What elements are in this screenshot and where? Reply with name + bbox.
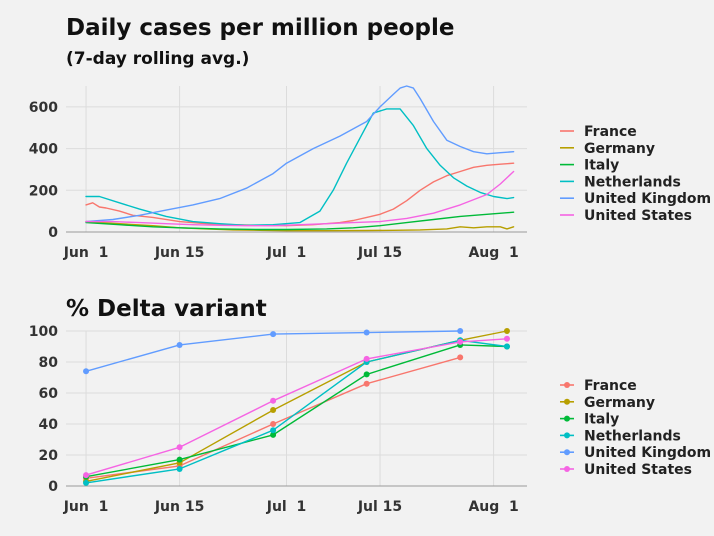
legend-label-germany: Germany <box>584 395 655 411</box>
x-tick-label: Jun 15 <box>154 245 205 261</box>
y-tick-label: 100 <box>29 324 58 340</box>
legend-label-united-states: United States <box>584 208 692 224</box>
y-tick-label: 60 <box>39 386 59 402</box>
legend-label-united-kingdom: United Kingdom <box>584 191 711 207</box>
data-point-united-kingdom <box>363 329 370 336</box>
series-line-italy <box>85 211 515 231</box>
data-point-france <box>363 380 370 387</box>
chart-subtitle: (7-day rolling avg.) <box>66 49 249 69</box>
data-point-united-states <box>270 397 277 404</box>
y-tick-label: 80 <box>39 355 59 371</box>
data-point-france <box>457 354 464 361</box>
x-tick-label: Jul 15 <box>357 499 402 515</box>
data-point-united-states <box>503 335 510 342</box>
series-line-united-kingdom <box>85 85 515 223</box>
x-tick-label: Aug 1 <box>468 245 518 261</box>
data-point-germany <box>503 328 510 334</box>
data-point-italy <box>363 371 370 378</box>
data-point-united-kingdom <box>83 368 90 375</box>
legend-marker-france <box>564 382 570 388</box>
data-point-italy <box>270 431 277 438</box>
x-tick-label: Jul 1 <box>266 499 306 515</box>
delta-chart-panel: % Delta variant 0 20 40 60 80 100 Jun 1 Jun 15 Ju… <box>29 296 711 515</box>
data-point-netherlands <box>270 427 277 434</box>
legend-marker-united-kingdom <box>564 449 570 456</box>
data-point-united-states <box>457 338 464 345</box>
legend-marker-italy <box>564 415 570 422</box>
data-point-netherlands <box>176 465 183 472</box>
y-tick-label: 400 <box>29 142 58 158</box>
legend-label-france: France <box>584 124 637 140</box>
legend-marker-netherlands <box>564 432 570 439</box>
legend-label-netherlands: Netherlands <box>584 174 681 190</box>
data-point-germany <box>270 407 277 414</box>
y-tick-label: 200 <box>29 183 58 199</box>
legend-label-netherlands: Netherlands <box>584 428 681 444</box>
data-point-netherlands <box>503 343 510 350</box>
series-line-united-states <box>85 338 508 476</box>
legend-label-france: France <box>584 378 637 394</box>
series-line-italy <box>85 344 508 478</box>
y-tick-label: 20 <box>39 448 59 464</box>
x-tick-label: Jun 15 <box>154 499 205 515</box>
data-point-united-states <box>176 444 183 451</box>
legend-marker-germany <box>564 398 570 405</box>
data-point-united-kingdom <box>270 331 277 338</box>
series-line-germany <box>85 330 508 483</box>
data-point-united-states <box>83 472 90 479</box>
x-tick-label: Aug 1 <box>468 499 518 515</box>
legend-marker-united-states <box>564 466 570 472</box>
chart-title: % Delta variant <box>66 296 267 322</box>
data-point-italy <box>176 456 183 463</box>
x-tick-label: Jul 1 <box>266 245 306 261</box>
data-point-united-kingdom <box>457 328 464 334</box>
x-tick-label: Jun 1 <box>63 499 109 515</box>
data-point-united-kingdom <box>176 341 183 348</box>
data-point-france <box>270 421 277 427</box>
chart-title: Daily cases per million people <box>66 15 454 41</box>
data-point-netherlands <box>83 479 90 486</box>
series-line-united-states <box>85 170 515 227</box>
series-line-netherlands <box>85 108 515 227</box>
y-tick-label: 0 <box>48 479 58 495</box>
y-tick-label: 600 <box>29 100 58 116</box>
legend-label-germany: Germany <box>584 141 655 157</box>
y-tick-label: 0 <box>48 225 58 241</box>
legend-label-italy: Italy <box>584 158 619 174</box>
cases-chart-panel: Daily cases per million people (7-day rol… <box>29 15 711 261</box>
legend-label-united-kingdom: United Kingdom <box>584 445 711 461</box>
x-tick-label: Jul 15 <box>357 245 402 261</box>
data-point-united-states <box>363 355 370 362</box>
x-tick-label: Jun 1 <box>63 245 109 261</box>
legend-label-united-states: United States <box>584 462 692 478</box>
legend-label-italy: Italy <box>584 412 619 428</box>
y-tick-label: 40 <box>39 417 59 433</box>
